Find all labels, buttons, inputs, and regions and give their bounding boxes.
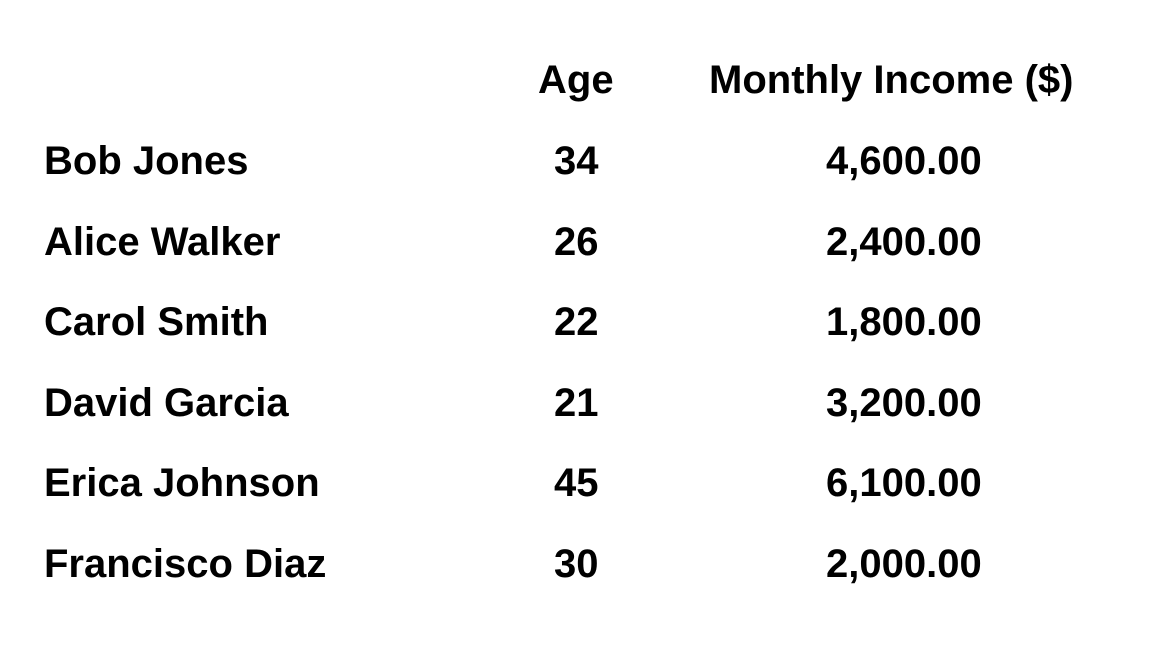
row-income: 4,600.00 xyxy=(826,139,982,183)
row-income: 6,100.00 xyxy=(826,461,982,505)
row-income: 1,800.00 xyxy=(826,300,982,344)
row-name: David Garcia xyxy=(44,381,289,425)
row-name: Bob Jones xyxy=(44,139,249,183)
row-age: 30 xyxy=(554,542,599,586)
row-age: 21 xyxy=(554,381,599,425)
row-name: Francisco Diaz xyxy=(44,542,327,586)
row-name: Carol Smith xyxy=(44,300,269,344)
row-income: 2,000.00 xyxy=(826,542,982,586)
row-income: 3,200.00 xyxy=(826,381,982,425)
row-age: 34 xyxy=(554,139,599,183)
row-age: 45 xyxy=(554,461,599,505)
row-age: 26 xyxy=(554,220,599,264)
header-monthly-income: Monthly Income ($) xyxy=(709,58,1074,102)
row-name: Erica Johnson xyxy=(44,461,320,505)
header-age: Age xyxy=(538,58,614,102)
row-age: 22 xyxy=(554,300,599,344)
row-name: Alice Walker xyxy=(44,220,281,264)
row-income: 2,400.00 xyxy=(826,220,982,264)
